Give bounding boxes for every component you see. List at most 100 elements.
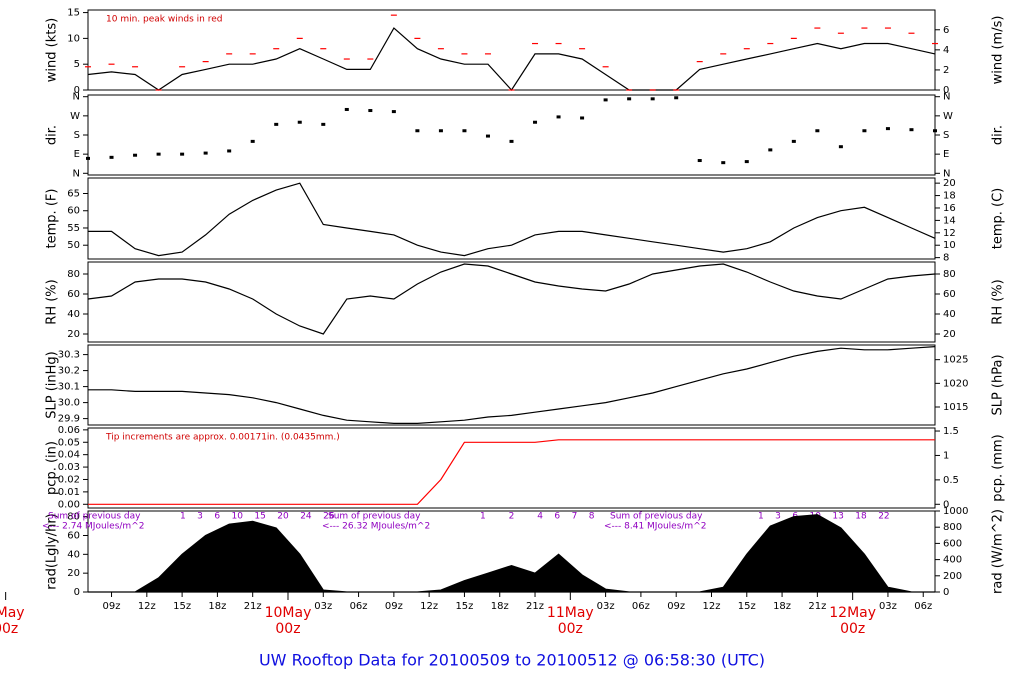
dot <box>156 152 161 156</box>
y2-tick-label: 2 <box>943 65 949 76</box>
daily-sum: <--- 2.74 MJoules/m^2 <box>42 522 144 532</box>
y-tick-label: 0.00 <box>58 499 80 510</box>
y-tick-label: 0.05 <box>58 437 80 448</box>
y-axis-label: wind (kts) <box>45 18 60 82</box>
dot <box>485 134 490 138</box>
y-tick-label: 20 <box>67 329 80 340</box>
y2-tick-label: 0 <box>943 85 949 96</box>
y2-tick-label: 12 <box>943 228 956 239</box>
y-tick-label: N <box>73 168 80 179</box>
y-tick-label: 60 <box>67 530 80 541</box>
x-tick-label: 12z <box>702 601 720 612</box>
x-tick-label: 15z <box>455 601 473 612</box>
y2-tick-label: 1 <box>943 450 949 461</box>
dot <box>909 128 914 132</box>
y-tick-label: S <box>74 130 80 141</box>
dot <box>838 145 843 149</box>
dot <box>721 161 726 165</box>
date-label: 00z <box>0 621 18 637</box>
x-tick-label: 21z <box>244 601 262 612</box>
annotation: 10 min. peak winds in red <box>106 15 223 25</box>
y2-tick-label: 1020 <box>943 378 968 389</box>
dot <box>203 151 208 155</box>
daily-sum: <--- 26.32 MJoules/m^2 <box>322 522 430 532</box>
y-axis-label: rad(Lgly/hr) <box>45 513 60 589</box>
dot <box>344 107 349 111</box>
daily-sum: Sum of previous day <box>328 512 421 522</box>
date-label: 9May <box>0 605 25 621</box>
dot <box>697 159 702 163</box>
y-tick-label: W <box>70 111 80 122</box>
x-tick-label: 03z <box>314 601 332 612</box>
y2-axis-label: SLP (hPa) <box>991 354 1006 415</box>
dot <box>368 109 373 113</box>
x-tick-label: 18z <box>208 601 226 612</box>
y-tick-label: E <box>74 149 80 160</box>
dot <box>933 129 937 133</box>
date-label: 00z <box>840 621 865 637</box>
dot <box>250 139 255 143</box>
y2-tick-label: E <box>943 149 949 160</box>
x-tick-label: 09z <box>103 601 121 612</box>
y-axis-label: dir. <box>45 125 60 145</box>
y2-axis-label: wind (m/s) <box>991 16 1006 85</box>
y2-tick-label: 0.5 <box>943 475 959 486</box>
y2-tick-label: N <box>943 92 950 103</box>
y-tick-label: 5 <box>74 59 80 70</box>
panel-frame <box>87 261 936 343</box>
y-axis-label: temp. (F) <box>45 189 60 249</box>
y2-tick-label: 400 <box>943 555 962 566</box>
y2-tick-label: 6 <box>943 25 949 36</box>
dot <box>321 122 326 126</box>
y-tick-label: 30.0 <box>58 398 80 409</box>
panel-frame <box>87 94 936 176</box>
daily-sum: Sum of previous day <box>610 512 703 522</box>
line <box>88 439 935 505</box>
dot <box>885 127 890 131</box>
date-label: 00z <box>275 621 300 637</box>
y2-tick-label: 0 <box>943 587 949 598</box>
y-tick-label: 0.04 <box>58 450 80 461</box>
hour-marks: 1 2 4 6 7 8 <box>480 512 595 522</box>
y-tick-label: 0.02 <box>58 474 80 485</box>
y2-tick-label: N <box>943 168 950 179</box>
line <box>87 27 936 91</box>
y-tick-label: 15 <box>67 8 80 19</box>
dot <box>556 115 561 119</box>
y-tick-label: 0.01 <box>58 487 80 498</box>
y-tick-label: 20 <box>67 568 80 579</box>
hour-marks: 1 3 6 10 13 18 22 <box>758 512 890 522</box>
x-tick-label: 15z <box>738 601 756 612</box>
line <box>87 263 936 335</box>
dot <box>86 156 90 160</box>
area <box>88 514 935 593</box>
x-tick-label: 09z <box>385 601 403 612</box>
y-tick-label: 30.1 <box>58 382 80 393</box>
y-tick-label: 40 <box>67 309 80 320</box>
dot <box>391 110 396 114</box>
dot <box>509 139 514 143</box>
y2-tick-label: 60 <box>943 289 956 300</box>
y-axis-label: RH (%) <box>45 279 60 324</box>
y2-tick-label: 1000 <box>943 506 968 517</box>
dot <box>109 155 114 159</box>
dot <box>580 116 585 120</box>
y-tick-label: 10 <box>67 33 80 44</box>
y-tick-label: 0.03 <box>58 462 80 473</box>
daily-sum: Sum of previous day <box>48 512 141 522</box>
y2-tick-label: 1015 <box>943 402 968 413</box>
y2-tick-label: 0 <box>943 499 949 510</box>
y2-axis-label: pcp. (mm) <box>991 434 1006 501</box>
panel-frame <box>87 344 936 426</box>
x-tick-label: 06z <box>914 601 932 612</box>
x-tick-label: 21z <box>526 601 544 612</box>
dot <box>791 139 796 143</box>
y-axis-label: SLP (inHg) <box>45 351 60 419</box>
dot <box>438 129 443 133</box>
dot <box>674 96 679 100</box>
y-tick-label: 50 <box>67 240 80 251</box>
y-tick-label: 0.06 <box>58 425 80 436</box>
y-tick-label: N <box>73 92 80 103</box>
annotation: Tip increments are approx. 0.00171in. (0… <box>105 433 340 443</box>
y-axis-label: pcp. (in) <box>45 441 60 495</box>
